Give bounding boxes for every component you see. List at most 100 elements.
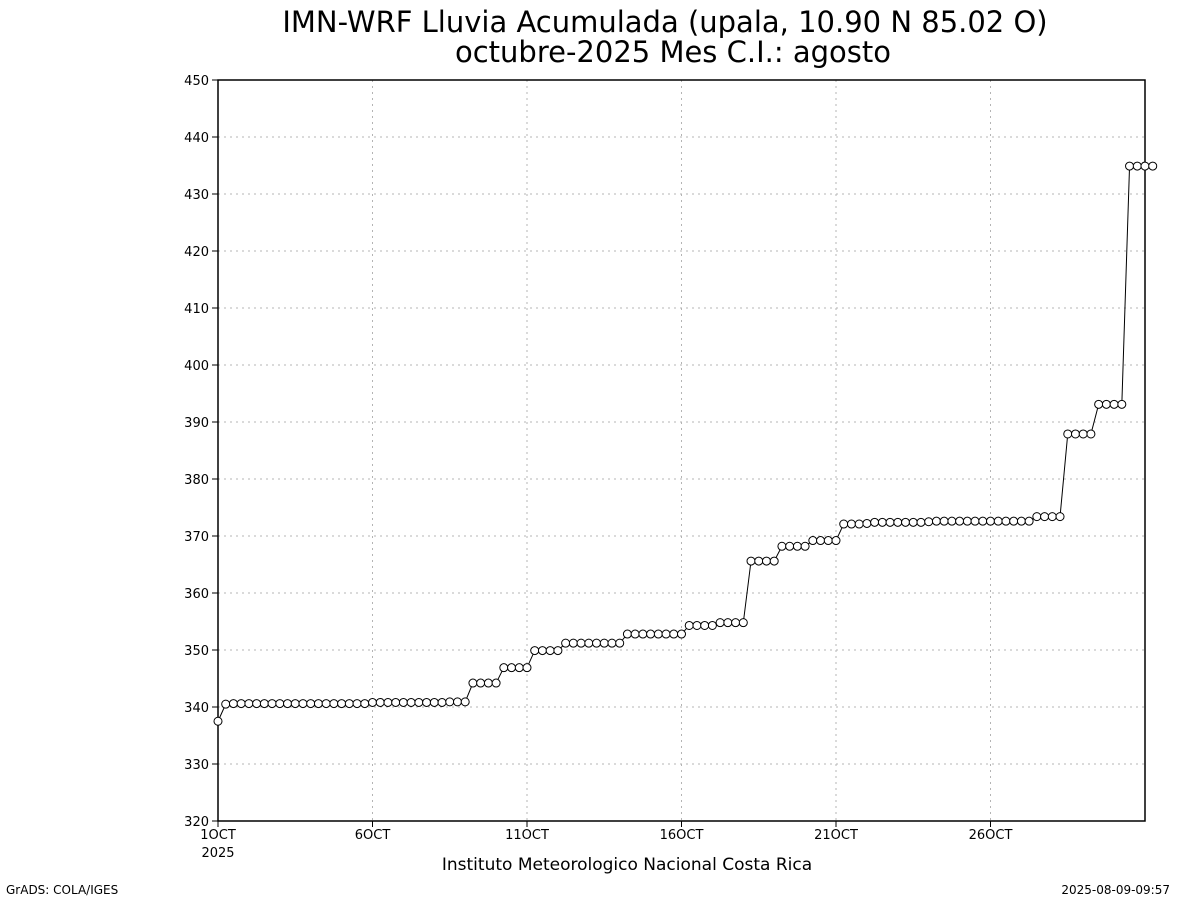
data-point	[947, 516, 957, 526]
data-point	[986, 516, 995, 526]
data-point	[630, 629, 640, 639]
data-point	[1132, 161, 1142, 171]
data-point	[545, 646, 555, 656]
data-point	[576, 638, 586, 648]
data-point	[1125, 161, 1135, 171]
data-point	[931, 516, 941, 526]
y-tick-label: 350	[184, 644, 209, 659]
data-point	[638, 629, 648, 639]
data-point	[352, 699, 362, 709]
chart-subtitle: octubre-2025 Mes C.I.: agosto	[455, 35, 891, 69]
data-point	[1101, 399, 1111, 409]
data-point	[283, 699, 293, 709]
data-point	[962, 516, 972, 526]
data-point	[862, 518, 872, 528]
series-rain-accum	[213, 161, 1158, 726]
data-point	[313, 699, 323, 709]
y-tick-label: 420	[184, 245, 209, 260]
data-point	[901, 517, 911, 527]
data-point	[267, 699, 277, 709]
data-point	[731, 618, 741, 628]
data-point	[1078, 429, 1088, 439]
data-point	[429, 697, 439, 707]
data-point	[669, 629, 679, 639]
data-point	[924, 517, 934, 527]
data-point	[808, 536, 818, 546]
data-point	[1009, 516, 1019, 526]
data-point	[391, 697, 401, 707]
data-point	[978, 516, 988, 526]
data-point	[746, 556, 756, 566]
chart-title: IMN-WRF Lluvia Acumulada (upala, 10.90 N…	[282, 5, 1047, 39]
y-tick-label: 410	[184, 302, 209, 317]
data-point	[893, 517, 903, 527]
data-point	[607, 638, 617, 648]
data-point	[955, 516, 965, 526]
data-point	[1016, 516, 1026, 526]
data-point	[592, 638, 602, 648]
data-point	[252, 699, 262, 709]
data-point	[1070, 429, 1080, 439]
data-point	[1032, 512, 1042, 522]
data-point	[1001, 516, 1011, 526]
data-point	[213, 716, 223, 726]
data-point	[1109, 399, 1119, 409]
data-point	[522, 663, 532, 673]
data-point	[468, 678, 478, 688]
data-point	[491, 678, 501, 688]
data-point	[877, 517, 887, 527]
data-point	[445, 697, 455, 707]
data-point	[460, 697, 470, 707]
data-point	[406, 697, 416, 707]
x-axis: 1OCT 2025 6OCT 11OCT 16OCT 21OCT 26OCT	[200, 821, 1012, 861]
data-point	[939, 516, 949, 526]
data-point	[514, 663, 524, 673]
data-point	[1094, 399, 1104, 409]
data-point	[723, 618, 733, 628]
data-point	[870, 517, 880, 527]
data-point	[738, 618, 748, 628]
data-point	[661, 629, 671, 639]
data-point	[816, 536, 826, 546]
data-point	[823, 536, 833, 546]
y-axis: 320 330 340 350 360 370 380 390 400 410 420 430 440 4…	[184, 74, 218, 830]
data-point	[360, 699, 370, 709]
data-point	[259, 699, 269, 709]
x-tick-label: 21OCT	[814, 828, 858, 843]
data-point	[777, 541, 787, 551]
run-timestamp: 2025-08-09-09:57	[1061, 883, 1170, 897]
data-point	[584, 638, 594, 648]
data-point	[692, 620, 702, 630]
x-tick-label: 1OCT	[200, 828, 236, 843]
data-point	[684, 620, 694, 630]
data-point	[622, 629, 632, 639]
data-point	[298, 699, 308, 709]
data-point	[707, 620, 717, 630]
y-tick-label: 390	[184, 416, 209, 431]
data-point	[383, 697, 393, 707]
data-point	[993, 516, 1003, 526]
x-tick-label: 26OCT	[969, 828, 1013, 843]
data-point	[244, 699, 254, 709]
x-tick-label: 16OCT	[660, 828, 704, 843]
data-point	[970, 516, 980, 526]
y-tick-label: 400	[184, 359, 209, 374]
y-tick-label: 330	[184, 758, 209, 773]
data-point	[715, 618, 725, 628]
data-point	[437, 697, 447, 707]
data-point	[854, 519, 864, 529]
data-point	[344, 699, 354, 709]
data-point	[831, 536, 841, 546]
y-tick-label: 360	[184, 587, 209, 602]
data-point	[368, 697, 377, 707]
data-point	[398, 697, 408, 707]
data-point	[761, 556, 771, 566]
data-point	[236, 699, 246, 709]
y-tick-label: 440	[184, 131, 209, 146]
data-point	[530, 646, 540, 656]
y-tick-label: 450	[184, 74, 209, 89]
data-point	[792, 541, 802, 551]
x-tick-label: 6OCT	[355, 828, 391, 843]
y-tick-label: 380	[184, 473, 209, 488]
